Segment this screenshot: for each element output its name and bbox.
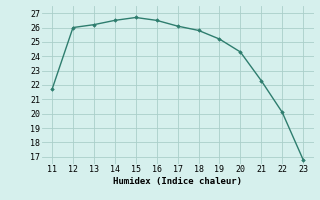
X-axis label: Humidex (Indice chaleur): Humidex (Indice chaleur) bbox=[113, 177, 242, 186]
